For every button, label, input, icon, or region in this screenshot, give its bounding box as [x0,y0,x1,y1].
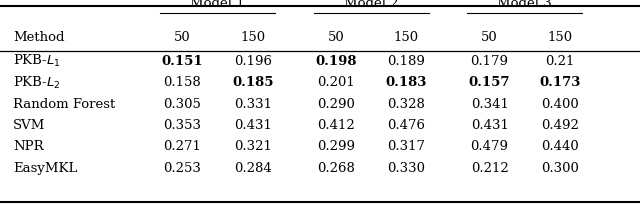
Text: Method: Method [13,31,64,44]
Text: SVM: SVM [13,119,45,132]
Text: 0.198: 0.198 [316,55,356,68]
Text: 0.185: 0.185 [232,76,273,89]
Text: 0.331: 0.331 [234,98,272,111]
Text: 0.440: 0.440 [541,140,579,153]
Text: PKB-$L_2$: PKB-$L_2$ [13,75,60,91]
Text: 0.157: 0.157 [469,76,510,89]
Text: 0.290: 0.290 [317,98,355,111]
Text: 0.173: 0.173 [540,76,580,89]
Text: Random Forest: Random Forest [13,98,115,111]
Text: 150: 150 [394,31,419,44]
Text: 0.400: 0.400 [541,98,579,111]
Text: 0.305: 0.305 [163,98,202,111]
Text: 0.253: 0.253 [163,162,202,175]
Text: 0.300: 0.300 [541,162,579,175]
Text: EasyMKL: EasyMKL [13,162,77,175]
Text: 0.321: 0.321 [234,140,272,153]
Text: 0.492: 0.492 [541,119,579,132]
Text: 0.299: 0.299 [317,140,355,153]
Text: 0.201: 0.201 [317,76,355,89]
Text: 0.353: 0.353 [163,119,202,132]
Text: 0.479: 0.479 [470,140,509,153]
Text: 0.330: 0.330 [387,162,426,175]
Text: 0.271: 0.271 [163,140,202,153]
Text: Model 2: Model 2 [344,0,399,10]
Text: 0.341: 0.341 [470,98,509,111]
Text: 0.183: 0.183 [386,76,427,89]
Text: 0.189: 0.189 [387,55,426,68]
Text: NPR: NPR [13,140,44,153]
Text: 0.284: 0.284 [234,162,271,175]
Text: 50: 50 [174,31,191,44]
Text: Model 3: Model 3 [497,0,552,10]
Text: 0.158: 0.158 [164,76,201,89]
Text: 0.431: 0.431 [234,119,272,132]
Text: 0.21: 0.21 [545,55,575,68]
Text: 0.431: 0.431 [470,119,509,132]
Text: 0.317: 0.317 [387,140,426,153]
Text: 0.476: 0.476 [387,119,426,132]
Text: PKB-$L_1$: PKB-$L_1$ [13,53,60,69]
Text: 0.328: 0.328 [387,98,426,111]
Text: 150: 150 [547,31,573,44]
Text: Model 1: Model 1 [190,0,245,10]
Text: 0.268: 0.268 [317,162,355,175]
Text: 0.151: 0.151 [161,55,204,68]
Text: 0.179: 0.179 [470,55,509,68]
Text: 50: 50 [481,31,498,44]
Text: 0.412: 0.412 [317,119,355,132]
Text: 0.196: 0.196 [234,55,272,68]
Text: 50: 50 [328,31,344,44]
Text: 0.212: 0.212 [471,162,508,175]
Text: 150: 150 [240,31,266,44]
